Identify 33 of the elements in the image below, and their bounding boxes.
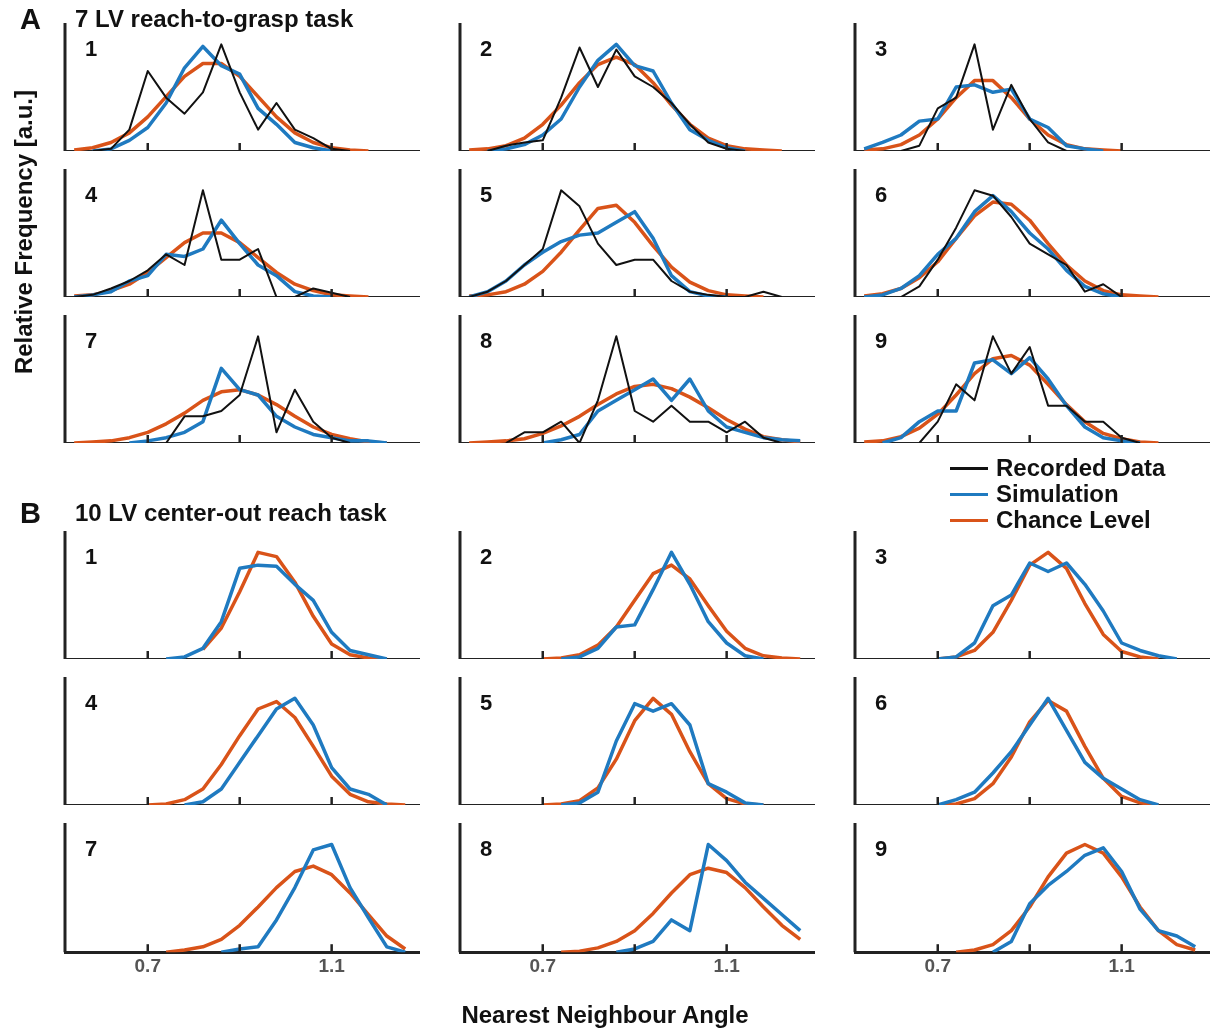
text: 10 LV center-out reach task — [75, 499, 387, 527]
chart-title: 7 — [85, 328, 98, 354]
text: 7 LV reach-to-grasp task — [75, 5, 354, 33]
chart-title: 4 — [85, 182, 98, 208]
chart-title: 3 — [875, 36, 888, 62]
chart-title: 6 — [875, 690, 888, 716]
x-tick-label: 1.1 — [318, 954, 346, 976]
chart-title: 5 — [480, 690, 493, 716]
x-tick-label: 1.1 — [1108, 954, 1136, 976]
x-axis-title: Nearest Neighbour Angle — [461, 1001, 749, 1029]
legend-label: Chance Level — [996, 506, 1151, 534]
legend-label: Recorded Data — [996, 454, 1166, 482]
chart-title: 2 — [480, 36, 493, 62]
x-tick-label: 0.7 — [529, 954, 556, 976]
y-axis-title: Relative Frequency [a.u.] — [10, 89, 38, 375]
chart-title: 9 — [875, 328, 888, 354]
chart-title: 7 — [85, 836, 98, 862]
chart-title: 5 — [480, 182, 493, 208]
chart-title: 8 — [480, 836, 493, 862]
chart-title: 1 — [85, 36, 98, 62]
text: B — [20, 497, 41, 530]
chart-title: 6 — [875, 182, 888, 208]
x-tick-label: 0.7 — [134, 954, 161, 976]
legend-label: Simulation — [996, 480, 1119, 508]
x-tick-label: 1.1 — [713, 954, 741, 976]
text: A — [20, 3, 41, 36]
chart-title: 3 — [875, 544, 888, 570]
chart-title: 1 — [85, 544, 98, 570]
chart-title: 4 — [85, 690, 98, 716]
chart-title: 8 — [480, 328, 493, 354]
x-tick-label: 0.7 — [924, 954, 951, 976]
chart-title: 2 — [480, 544, 493, 570]
chart-title: 9 — [875, 836, 888, 862]
